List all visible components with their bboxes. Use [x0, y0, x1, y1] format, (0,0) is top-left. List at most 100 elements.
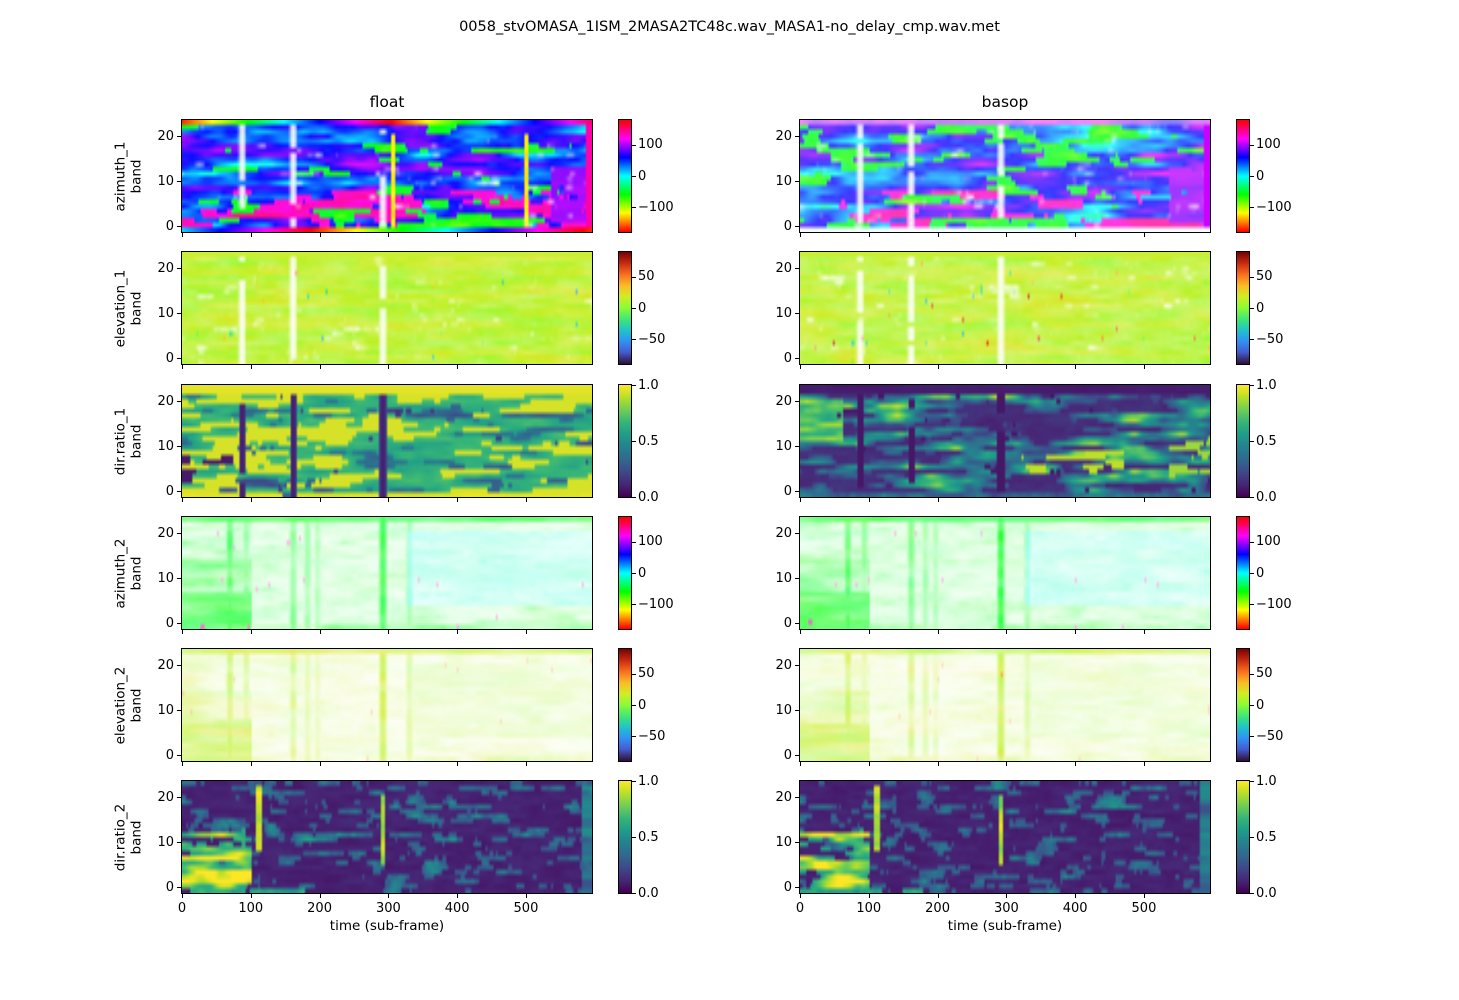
colorbar-azimuth_2-basop	[1236, 516, 1250, 630]
y-tick-label: 0	[165, 747, 174, 763]
x-tick-mark	[1075, 762, 1077, 766]
x-axis-label: time (sub-frame)	[947, 918, 1063, 934]
y-tick-label: 0	[783, 218, 792, 234]
y-tick-label: 0	[165, 350, 174, 366]
colorbar-tick-label: 0	[638, 168, 647, 184]
colorbar-tick-label: −100	[1256, 199, 1292, 215]
colorbar-tick-mark	[632, 541, 636, 543]
colorbar-dir.ratio_1-float	[618, 384, 632, 498]
x-tick-label: 200	[925, 901, 950, 916]
y-tick-label: 0	[783, 615, 792, 631]
x-tick-mark	[1143, 894, 1145, 898]
colorbar-tick-label: 0	[1256, 697, 1265, 713]
colorbar-tick-mark	[1250, 604, 1254, 606]
colorbar-tick-mark	[632, 308, 636, 309]
x-tick-mark	[525, 630, 527, 634]
colorbar-tick-label: 0	[1256, 300, 1265, 316]
colorbar-elevation_2-float	[618, 648, 632, 762]
y-tick-mark	[177, 401, 181, 402]
x-tick-mark	[868, 365, 870, 369]
y-tick-label: 10	[157, 570, 174, 586]
x-tick-mark	[1075, 894, 1077, 898]
x-tick-mark	[388, 630, 390, 634]
y-tick-mark	[177, 710, 181, 711]
row-label-azimuth_1: azimuth_1 band	[113, 111, 145, 241]
y-tick-mark	[795, 181, 799, 182]
y-tick-label: 20	[775, 128, 792, 144]
y-tick-label: 20	[775, 260, 792, 276]
y-tick-label: 10	[157, 173, 174, 189]
x-tick-mark	[319, 498, 321, 502]
colorbar-tick-mark	[1250, 573, 1254, 574]
y-tick-mark	[795, 842, 799, 843]
x-tick-mark	[937, 365, 939, 369]
x-tick-mark	[250, 630, 252, 634]
colorbar-tick-label: 0	[1256, 565, 1265, 581]
colorbar-tick-mark	[632, 276, 636, 278]
colorbar-tick-label: 0.5	[1256, 829, 1277, 845]
x-tick-mark	[1075, 498, 1077, 502]
x-tick-mark	[937, 630, 939, 634]
row-label-elevation_2: elevation_2 band	[113, 640, 145, 770]
colorbar-tick-mark	[632, 781, 636, 782]
colorbar-tick-mark	[632, 144, 636, 146]
x-tick-mark	[182, 498, 183, 502]
y-tick-mark	[177, 181, 181, 182]
colorbar-tick-label: 50	[1256, 666, 1273, 682]
colorbar-tick-label: −100	[1256, 596, 1292, 612]
x-tick-label: 400	[444, 901, 470, 916]
y-tick-mark	[177, 491, 181, 492]
heatmap-dir.ratio_2-basop	[799, 780, 1211, 894]
colorbar-tick-mark	[632, 673, 636, 675]
colorbar-tick-label: 0	[1256, 168, 1265, 184]
row-label-line: dir.ratio_2	[112, 803, 129, 871]
x-tick-mark	[1006, 365, 1008, 369]
colorbar-tick-mark	[1250, 736, 1254, 738]
x-tick-mark	[250, 498, 252, 502]
colorbar-tick-mark	[632, 604, 636, 606]
row-label-line: band	[128, 688, 144, 722]
y-tick-label: 20	[157, 393, 174, 409]
colorbar-tick-label: −50	[638, 728, 666, 744]
colorbar-tick-mark	[632, 705, 636, 706]
y-tick-mark	[177, 226, 181, 227]
colorbar-tick-mark	[1250, 276, 1254, 278]
x-tick-mark	[250, 365, 252, 369]
row-label-line: band	[128, 424, 144, 458]
x-tick-mark	[1075, 365, 1077, 369]
x-tick-mark	[457, 630, 459, 634]
colorbar-tick-label: 0.0	[638, 885, 659, 901]
colorbar-tick-label: 0	[638, 697, 647, 713]
y-tick-mark	[795, 313, 799, 314]
x-tick-mark	[388, 762, 390, 766]
x-tick-mark	[388, 894, 390, 898]
heatmap-azimuth_1-basop	[799, 119, 1211, 233]
colorbar-tick-mark	[1250, 893, 1254, 894]
colorbar-tick-label: 1.0	[638, 773, 659, 789]
heatmap-azimuth_1-float	[181, 119, 593, 233]
y-tick-label: 10	[157, 702, 174, 718]
column-title-float: float	[369, 93, 405, 111]
y-tick-label: 0	[165, 879, 174, 895]
colorbar-tick-label: 0	[638, 300, 647, 316]
y-tick-label: 20	[775, 525, 792, 541]
x-tick-label: 0	[795, 901, 805, 916]
y-tick-label: 10	[775, 834, 792, 850]
x-tick-mark	[319, 894, 321, 898]
x-tick-mark	[800, 365, 801, 369]
x-tick-mark	[1006, 762, 1008, 766]
x-tick-label: 100	[238, 901, 264, 916]
y-tick-mark	[177, 755, 181, 756]
y-tick-label: 20	[157, 260, 174, 276]
y-tick-mark	[795, 533, 799, 534]
x-tick-mark	[1006, 630, 1008, 634]
y-tick-mark	[795, 887, 799, 888]
colorbar-tick-mark	[632, 893, 636, 894]
colorbar-tick-mark	[632, 176, 636, 177]
x-tick-mark	[182, 365, 183, 369]
heatmap-dir.ratio_1-basop	[799, 384, 1211, 498]
y-tick-label: 0	[783, 483, 792, 499]
colorbar-azimuth_2-float	[618, 516, 632, 630]
y-tick-label: 20	[157, 128, 174, 144]
x-tick-mark	[800, 233, 801, 237]
